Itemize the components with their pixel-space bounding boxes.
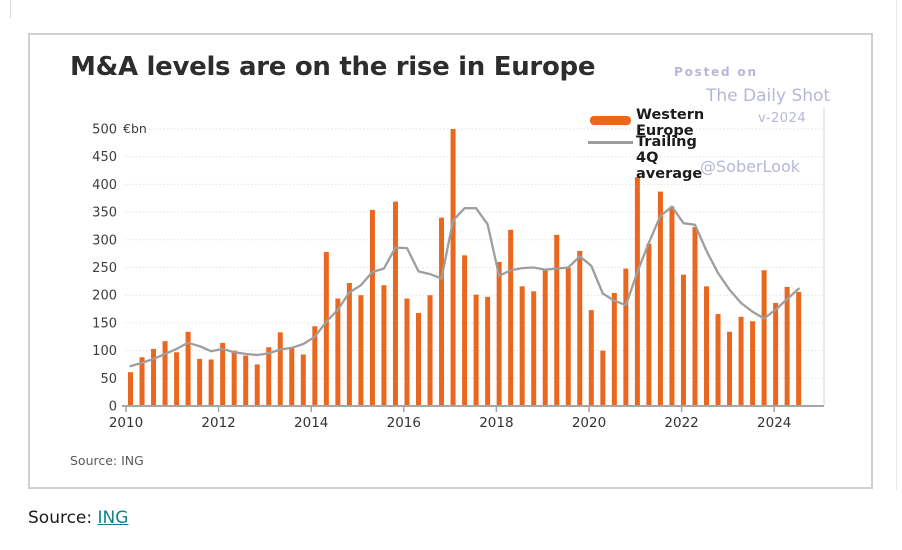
svg-text:2010: 2010	[109, 415, 143, 431]
svg-text:2016: 2016	[387, 415, 421, 431]
page-source-label: Source:	[28, 508, 93, 528]
svg-text:2022: 2022	[664, 415, 698, 431]
svg-text:500: 500	[92, 123, 117, 138]
svg-text:2014: 2014	[294, 415, 328, 431]
svg-text:250: 250	[92, 261, 117, 276]
watermark-posted-on: Posted on	[674, 65, 758, 79]
svg-text:450: 450	[92, 150, 117, 165]
legend-swatch-western-europe	[590, 116, 631, 125]
bars-western-europe	[128, 129, 802, 406]
trailing-4q-average-line	[129, 205, 800, 368]
chart-title: M&A levels are on the rise in Europe	[70, 52, 596, 82]
svg-text:100: 100	[92, 344, 117, 359]
x-axis-ticks	[125, 407, 775, 412]
svg-text:400: 400	[92, 178, 117, 193]
page-edge-artifact-left	[10, 0, 11, 18]
page-edge-artifact-right	[896, 0, 897, 490]
svg-text:50: 50	[100, 372, 117, 387]
source-link-ing[interactable]: ING	[97, 508, 129, 528]
watermark-soberlook-handle: @SoberLook	[700, 157, 800, 176]
svg-text:2018: 2018	[479, 415, 513, 431]
chart-card-inner: 0 50 100 150 200 250 300 350 400 450 500 €bn 2010 201…	[30, 35, 871, 487]
chart-card: 0 50 100 150 200 250 300 350 400 450 500 €bn 2010 201…	[28, 33, 873, 489]
svg-text:2020: 2020	[572, 415, 606, 431]
svg-text:200: 200	[92, 289, 117, 304]
page-source: Source: ING	[28, 508, 128, 528]
legend-line-trailing-average	[588, 141, 633, 144]
svg-text:2024: 2024	[757, 415, 791, 431]
x-axis-labels: 2010 2012 2014 2016 2018 2020 2022 2024	[109, 415, 792, 431]
watermark-date: v-2024	[758, 111, 807, 126]
svg-text:300: 300	[92, 233, 117, 248]
svg-text:0: 0	[109, 400, 117, 415]
legend-label-western-europe: Western Europe	[636, 107, 705, 139]
watermark-daily-shot: The Daily Shot	[706, 86, 831, 106]
svg-text:350: 350	[92, 206, 117, 221]
legend-label-trailing-average: Trailing 4Q average	[636, 134, 703, 182]
y-axis-labels: 0 50 100 150 200 250 300 350 400 450 500	[92, 123, 117, 415]
svg-text:2012: 2012	[201, 415, 235, 431]
y-axis-unit-label: €bn	[123, 121, 147, 136]
chart-source-note: Source: ING	[70, 453, 144, 468]
svg-text:150: 150	[92, 316, 117, 331]
